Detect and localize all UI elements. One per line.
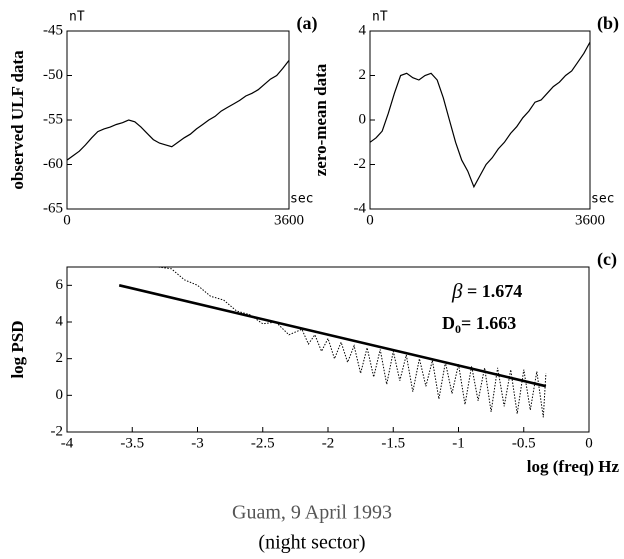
- y-tick-label: 2: [56, 350, 64, 366]
- y-unit: nT: [372, 10, 388, 25]
- x-unit: sec: [290, 192, 313, 207]
- y-axis-label: log PSD: [8, 320, 27, 378]
- annotation-part: = 1.663: [461, 313, 516, 333]
- y-tick-label: -4: [354, 200, 367, 216]
- caption: (night sector): [258, 532, 365, 554]
- data-line: [118, 284, 547, 388]
- y-tick-label: -2: [51, 423, 64, 439]
- x-tick-label: -1: [452, 435, 465, 451]
- y-tick-label: 4: [359, 22, 367, 38]
- caption: Guam, 9 April 1993: [232, 502, 392, 524]
- y-tick-label: -60: [43, 156, 63, 172]
- y-tick-label: -55: [43, 111, 63, 127]
- x-axis-label: log (freq) Hz: [527, 457, 620, 476]
- y-axis-label: zero-mean data: [311, 63, 330, 176]
- panel-label: (a): [297, 13, 318, 34]
- y-tick-label: 0: [359, 111, 367, 127]
- y-tick-label: 2: [359, 67, 367, 83]
- y-axis-label: observed ULF data: [8, 50, 27, 190]
- y-tick-label: 4: [56, 313, 64, 329]
- annotation: β = 1.674: [451, 279, 522, 303]
- plot-frame: [369, 30, 591, 210]
- annotation-part: = 1.674: [462, 281, 522, 301]
- y-tick-label: -2: [354, 156, 367, 172]
- y-tick-label: 6: [56, 277, 64, 293]
- annotation-part: 0: [455, 322, 461, 336]
- plot-frame: [66, 30, 290, 210]
- y-unit: nT: [69, 10, 85, 25]
- x-tick-label: -3: [191, 435, 204, 451]
- y-tick-label: -50: [43, 67, 63, 83]
- annotation-part: D: [442, 313, 455, 333]
- x-tick-label: -2: [322, 435, 335, 451]
- x-tick-label: 3600: [575, 212, 605, 228]
- y-tick-label: 0: [56, 387, 64, 403]
- x-tick-label: 0: [63, 212, 71, 228]
- data-line: [158, 266, 547, 418]
- x-unit: sec: [591, 192, 614, 207]
- data-line: [369, 41, 591, 189]
- panel-label: (c): [597, 249, 617, 270]
- x-tick-label: 0: [585, 435, 593, 451]
- data-line: [66, 60, 290, 161]
- x-tick-label: -3.5: [120, 435, 144, 451]
- y-tick-label: -65: [43, 200, 63, 216]
- x-tick-label: 3600: [274, 212, 304, 228]
- annotation-part: β: [451, 279, 463, 303]
- x-tick-label: -1.5: [381, 435, 405, 451]
- x-tick-label: -2.5: [251, 435, 275, 451]
- annotation: D0= 1.663: [442, 313, 516, 336]
- x-tick-label: 0: [366, 212, 374, 228]
- x-tick-label: -4: [61, 435, 74, 451]
- y-tick-label: -45: [43, 22, 63, 38]
- panel-label: (b): [597, 13, 619, 34]
- x-tick-label: -0.5: [512, 435, 536, 451]
